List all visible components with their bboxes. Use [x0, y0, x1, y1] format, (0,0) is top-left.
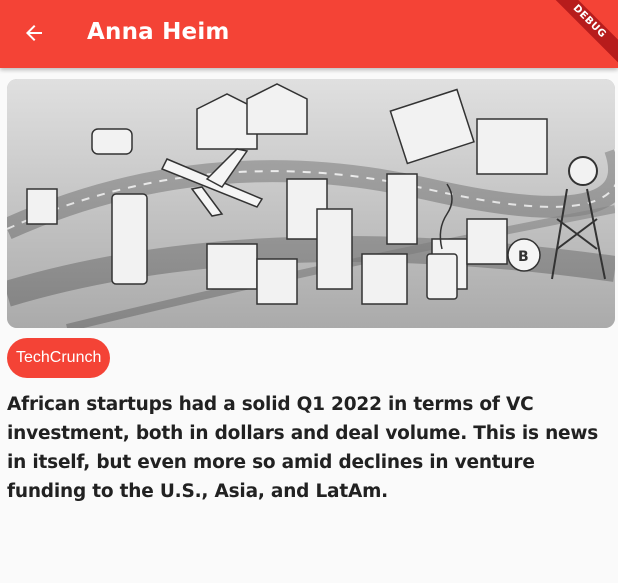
- back-button[interactable]: [12, 10, 56, 56]
- article-summary: African startups had a solid Q1 2022 in …: [7, 394, 599, 502]
- page-title: Anna Heim: [87, 19, 230, 45]
- svg-text:B: B: [518, 249, 529, 265]
- app-bar: Anna Heim: [0, 0, 618, 68]
- article-image: B: [7, 79, 615, 328]
- source-chip[interactable]: TechCrunch: [7, 338, 111, 378]
- arrow-left-icon: [26, 25, 42, 41]
